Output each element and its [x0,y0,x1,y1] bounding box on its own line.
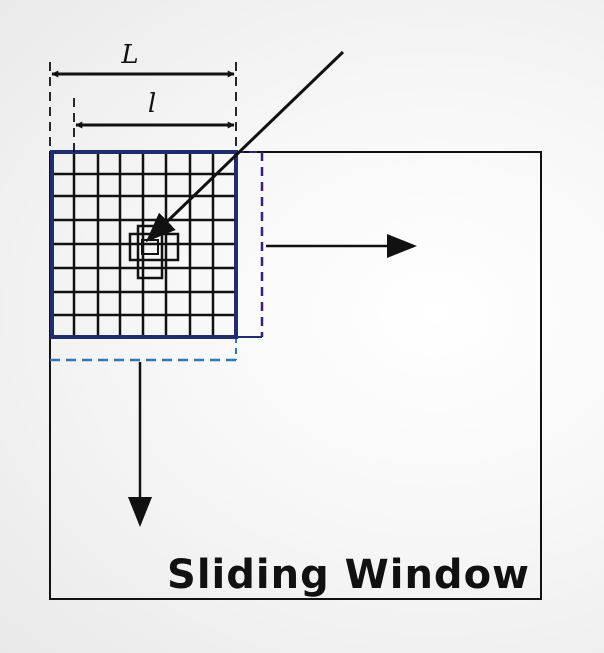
image-frame [49,151,542,600]
l-dimension-label: l [148,89,156,119]
window-grid [52,152,236,337]
pointer-arrow [145,50,345,243]
window-border [50,150,238,339]
caption-text: Sliding Window [167,552,530,598]
L-dimension-label: L [120,40,138,70]
center-cell [141,239,159,255]
